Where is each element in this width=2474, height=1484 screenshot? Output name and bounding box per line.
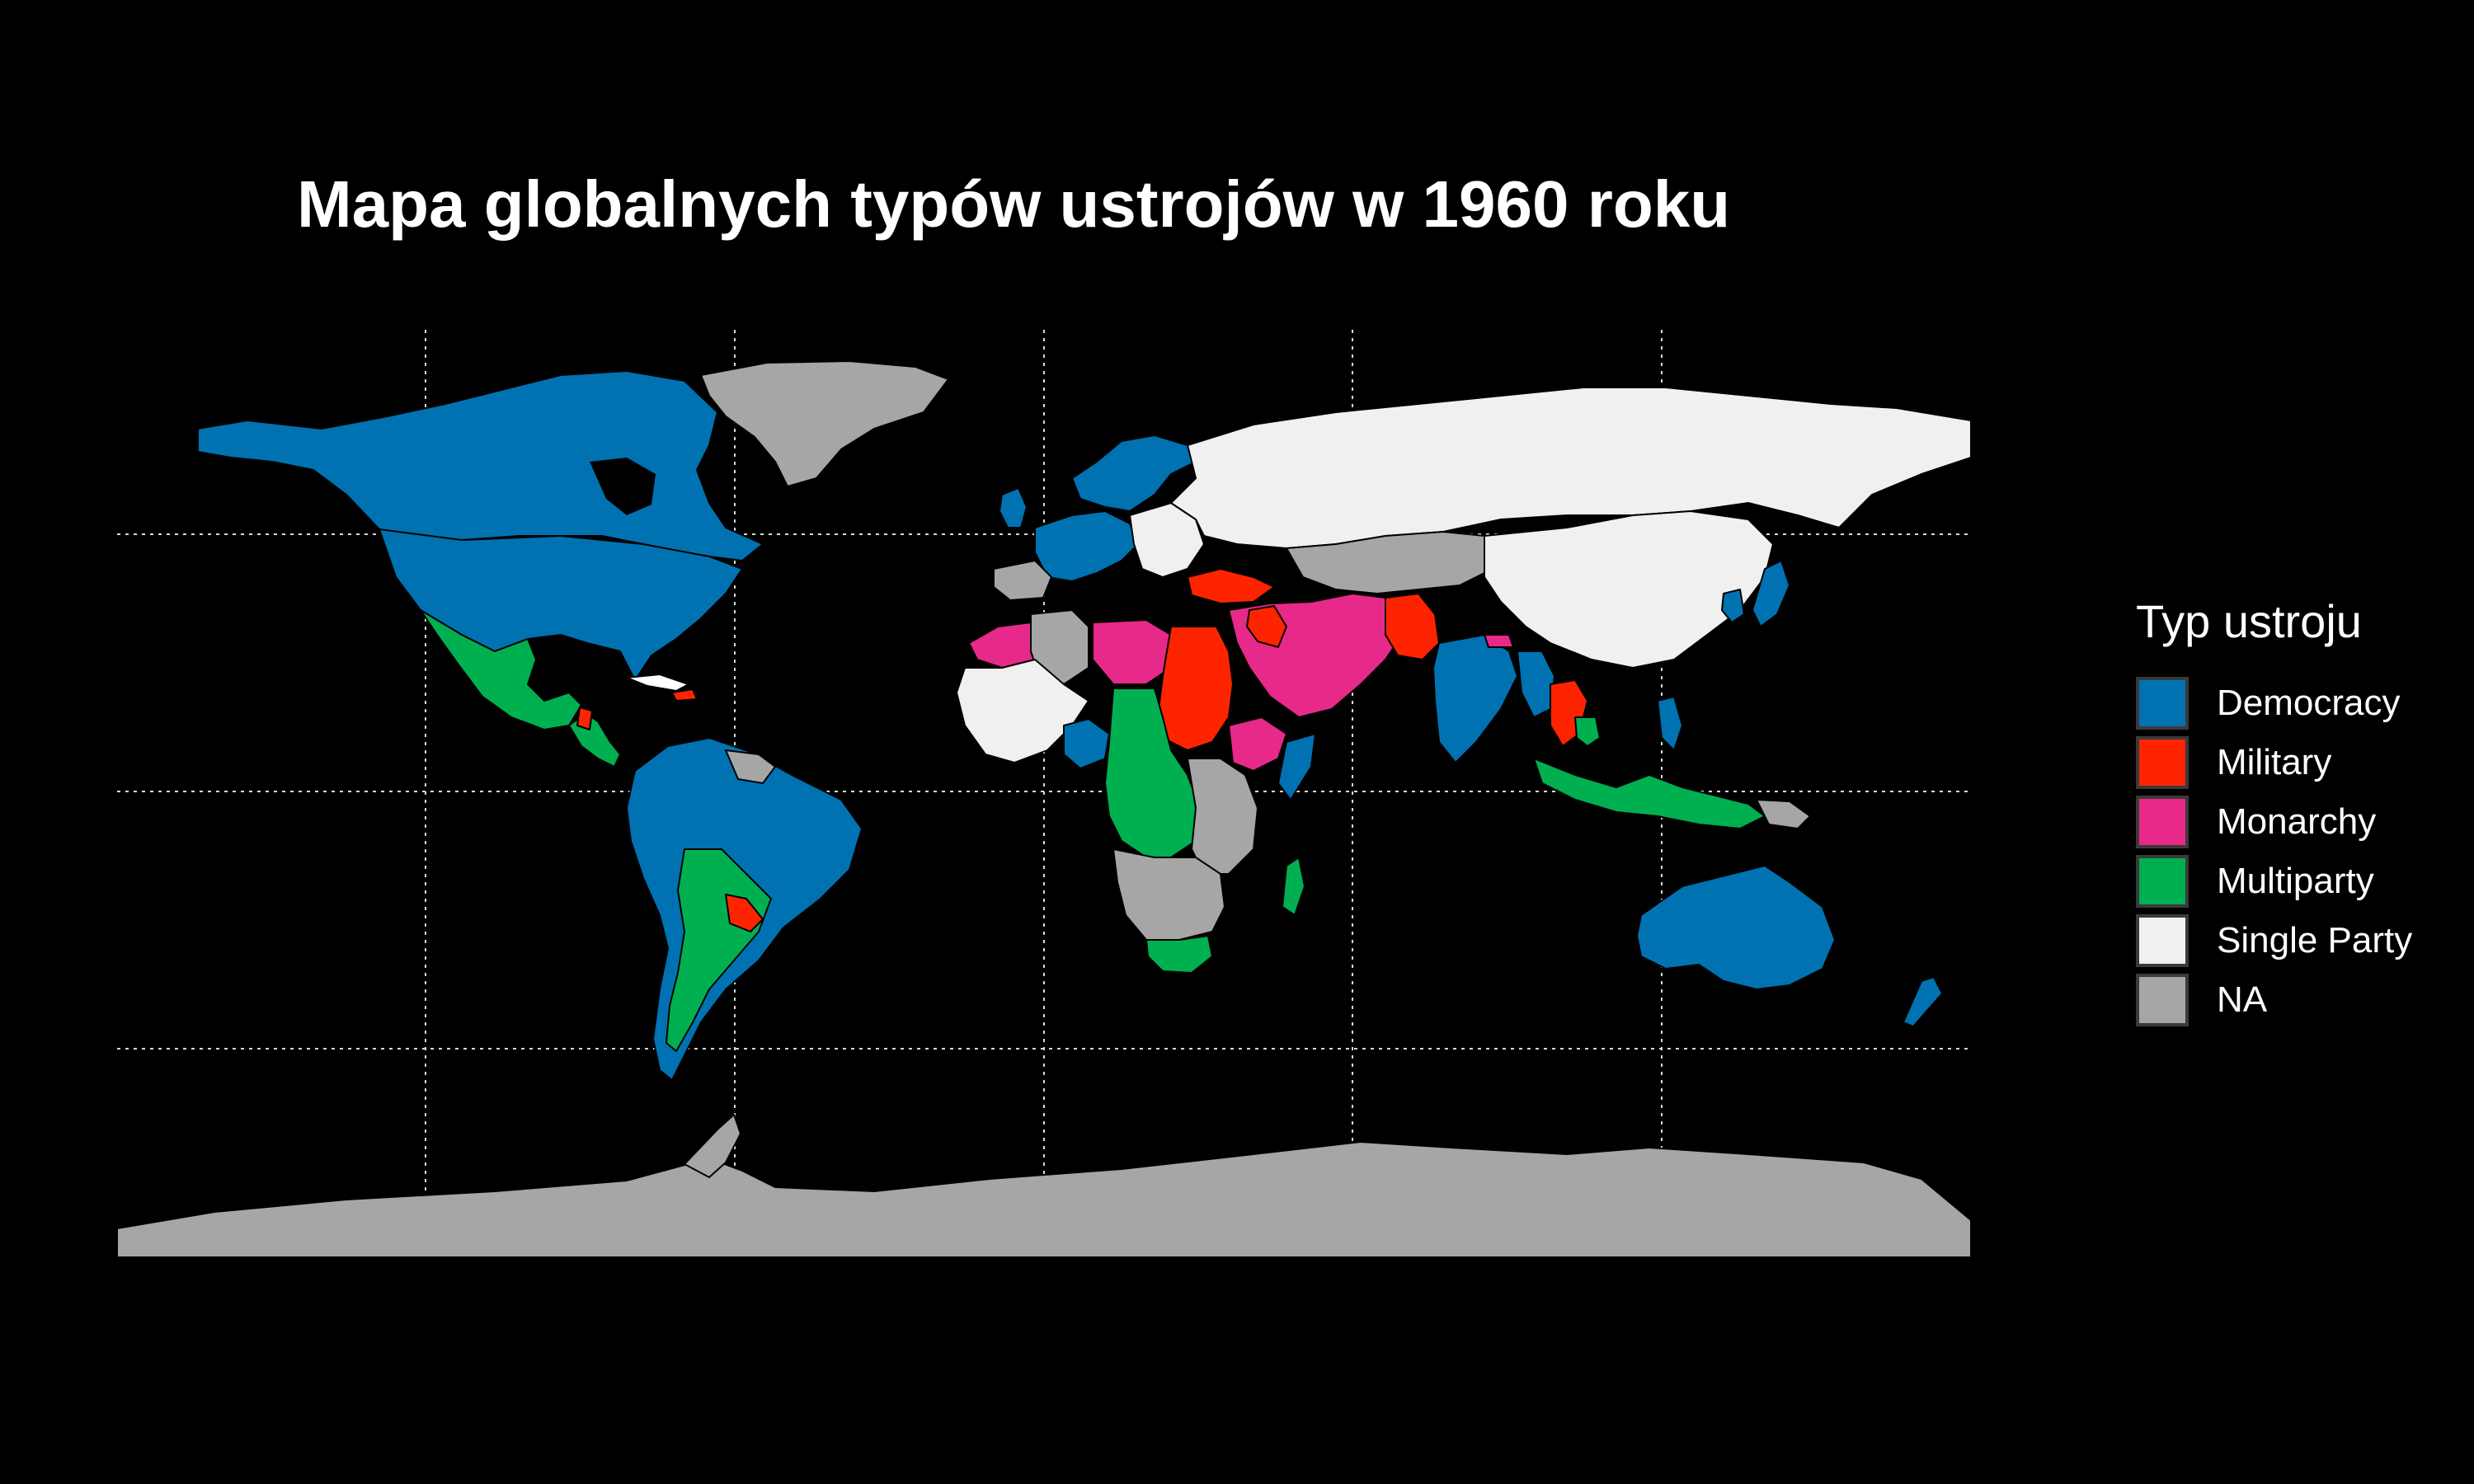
new-guinea-region — [1756, 799, 1811, 829]
egypt-sudan-region — [1158, 626, 1234, 751]
new-zealand-region — [1903, 976, 1943, 1027]
korea-region — [1721, 589, 1745, 623]
central-africa-region — [1104, 688, 1201, 858]
canada-region — [197, 370, 764, 561]
indonesia-malaysia-region — [1533, 758, 1766, 829]
haiti-region — [671, 688, 698, 702]
paraguay-region — [725, 894, 764, 932]
west-africa-region — [956, 659, 1089, 763]
australia-region — [1636, 865, 1836, 990]
ethiopia-region — [1228, 716, 1287, 772]
vietnam-region — [1574, 716, 1601, 747]
legend-swatch-single-party — [2136, 914, 2189, 968]
legend-item-monarchy: Monarchy — [2136, 792, 2412, 852]
legend-label-na: NA — [2217, 979, 2268, 1021]
guatemala-region — [576, 707, 593, 730]
legend-item-military: Military — [2136, 733, 2412, 792]
legend-swatch-military — [2136, 736, 2189, 790]
legend-item-democracy: Democracy — [2136, 674, 2412, 733]
central-america-region — [568, 712, 621, 768]
china-region — [1484, 510, 1774, 669]
legend-item-single-party: Single Party — [2136, 911, 2412, 970]
antarctica-region — [116, 1141, 1972, 1258]
legend-swatch-na — [2136, 974, 2189, 1027]
scandinavia-region — [1071, 434, 1197, 512]
turkey-region — [1187, 568, 1275, 604]
iberia-region — [993, 560, 1052, 601]
legend-swatch-monarchy — [2136, 796, 2189, 849]
pakistan-region — [1385, 593, 1440, 660]
nigeria-region — [1063, 718, 1110, 769]
ussr-region — [1170, 387, 1972, 549]
myanmar-region — [1517, 650, 1555, 718]
uk-region — [999, 487, 1028, 528]
legend-swatch-multiparty — [2136, 855, 2189, 909]
philippines-region — [1657, 696, 1683, 751]
mexico-region — [420, 609, 582, 730]
legend-label-military: Military — [2217, 742, 2332, 783]
legend-label-multiparty: Multiparty — [2217, 861, 2374, 902]
page-title: Mapa globalnych typów ustrojów w 1960 ro… — [297, 167, 1731, 241]
algeria-region — [1030, 609, 1089, 685]
legend-label-monarchy: Monarchy — [2217, 801, 2377, 843]
legend-item-na: NA — [2136, 970, 2412, 1030]
india-region — [1432, 634, 1518, 763]
greenland-region — [700, 360, 949, 487]
madagascar-region — [1282, 857, 1305, 916]
east-africa-region — [1187, 758, 1258, 875]
antarctic-peninsula — [684, 1114, 741, 1178]
hudson-bay — [590, 458, 656, 515]
legend-item-multiparty: Multiparty — [2136, 852, 2412, 911]
usa-region — [379, 528, 743, 681]
southern-africa-region — [1112, 848, 1225, 941]
western-europe-region — [1034, 510, 1139, 582]
central-asia-region — [1286, 531, 1493, 594]
iraq-region — [1246, 605, 1287, 648]
cuba-region — [626, 674, 689, 692]
legend-label-single-party: Single Party — [2217, 920, 2413, 961]
legend-label-democracy: Democracy — [2217, 683, 2401, 724]
japan-region — [1752, 560, 1790, 627]
legend-swatch-democracy — [2136, 677, 2189, 730]
guyanas-region — [725, 749, 776, 784]
nepal-region — [1484, 634, 1514, 648]
legend: Typ ustroju Democracy Military Monarchy … — [2136, 594, 2412, 1030]
somalia-region — [1277, 733, 1316, 801]
libya-region — [1092, 619, 1172, 685]
south-africa-region — [1145, 935, 1213, 974]
legend-title: Typ ustroju — [2136, 595, 2362, 647]
